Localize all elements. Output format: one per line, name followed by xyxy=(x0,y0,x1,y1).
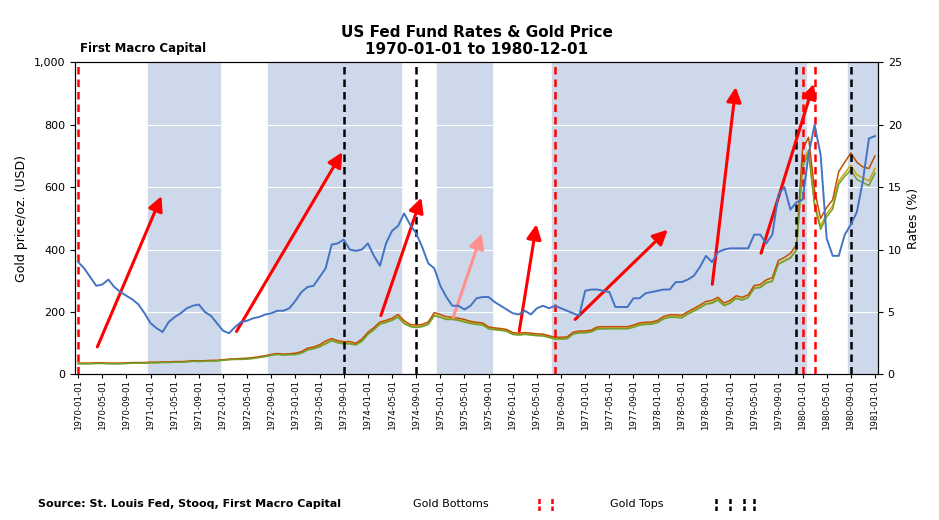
Y-axis label: Rates (%): Rates (%) xyxy=(907,188,920,249)
Bar xyxy=(848,62,878,374)
Bar xyxy=(582,62,806,374)
Bar xyxy=(269,62,365,374)
Bar xyxy=(438,62,492,374)
Text: Gold Bottoms: Gold Bottoms xyxy=(413,499,492,509)
Text: Source: St. Louis Fed, Stooq, First Macro Capital: Source: St. Louis Fed, Stooq, First Macr… xyxy=(38,499,341,509)
Bar xyxy=(147,62,220,374)
Text: First Macro Capital: First Macro Capital xyxy=(80,42,206,55)
Bar xyxy=(365,62,401,374)
Text: Gold Tops: Gold Tops xyxy=(610,499,668,509)
Y-axis label: Gold price/oz. (USD): Gold price/oz. (USD) xyxy=(15,155,28,282)
Bar xyxy=(552,62,582,374)
Title: US Fed Fund Rates & Gold Price
1970-01-01 to 1980-12-01: US Fed Fund Rates & Gold Price 1970-01-0… xyxy=(341,24,612,57)
